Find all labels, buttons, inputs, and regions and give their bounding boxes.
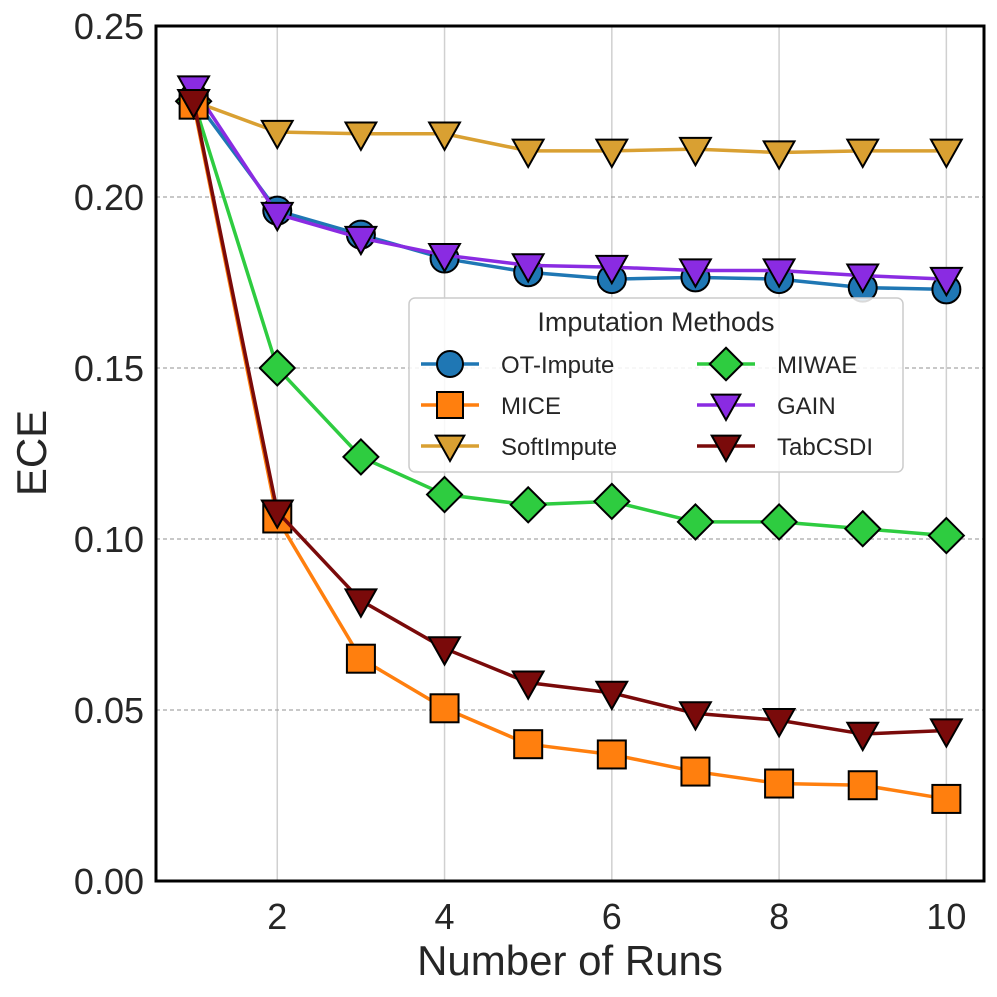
- point-miwae-7: [676, 502, 715, 541]
- series-layer: [174, 75, 966, 814]
- point-gain-4: [427, 242, 462, 274]
- series-line-gain: [192, 86, 947, 281]
- point-miwae-4: [425, 475, 464, 514]
- point-tabcsdi-8: [761, 708, 797, 739]
- legend-entry-softimpute: SoftImpute: [421, 434, 617, 463]
- point-gain-10: [929, 266, 964, 298]
- point-gain-2: [260, 201, 295, 233]
- point-softimpute-2: [260, 119, 295, 151]
- point-miwae-2: [258, 349, 297, 387]
- point-gain-6: [594, 254, 629, 286]
- legend-entry-tabcsdi: TabCSDI: [697, 434, 873, 463]
- legend-entry-gain: GAIN: [697, 393, 836, 422]
- y-tick-label-0.05: 0.05: [74, 690, 144, 731]
- series-line-mice: [191, 104, 947, 801]
- point-softimpute-10: [929, 138, 964, 169]
- point-gain-9: [845, 263, 880, 294]
- point-tabcsdi-10: [929, 718, 964, 749]
- legend-entry-miwae: MIWAE: [697, 346, 857, 382]
- x-axis-label: Number of Runs: [417, 937, 723, 984]
- legend-label-gain: GAIN: [777, 393, 836, 420]
- point-mice-7: [680, 756, 711, 787]
- ticks-layer: 2 4 6 8 10 0.00 0.05 0.10 0.15 0.20 0.25: [74, 6, 966, 937]
- y-tick-label-0.10: 0.10: [74, 519, 144, 560]
- legend-label-softimpute: SoftImpute: [501, 434, 617, 461]
- point-tabcsdi-7: [678, 701, 713, 732]
- legend-marker-ot-impute: [436, 350, 464, 378]
- point-gain-3: [343, 225, 379, 257]
- point-miwae-5: [509, 485, 548, 524]
- point-mice-6: [596, 739, 627, 770]
- x-tick-label-10: 10: [926, 896, 966, 937]
- point-tabcsdi-4: [427, 636, 462, 667]
- point-gain-8: [761, 258, 797, 289]
- point-tabcsdi-3: [343, 588, 379, 619]
- point-tabcsdi-6: [594, 680, 629, 712]
- y-tick-label-0.15: 0.15: [74, 348, 144, 389]
- point-gain-7: [678, 258, 713, 289]
- legend: Imputation Methods OT-Impute MICE SoftImpu…: [408, 297, 904, 473]
- point-miwae-3: [341, 438, 380, 476]
- point-softimpute-5: [511, 138, 546, 169]
- legend-entry-ot-impute: OT-Impute: [421, 350, 614, 379]
- legend-marker-gain: [709, 393, 743, 422]
- point-miwae-6: [592, 482, 631, 521]
- point-mice-4: [429, 693, 460, 724]
- y-tick-label-0.20: 0.20: [74, 177, 144, 218]
- x-tick-label-2: 2: [267, 896, 287, 937]
- point-miwae-8: [760, 502, 799, 541]
- point-miwae-9: [843, 509, 882, 548]
- plot-frame: [154, 24, 986, 883]
- series-line-ot-impute: [192, 96, 947, 292]
- point-mice-10: [931, 783, 962, 814]
- legend-entries: OT-Impute MICE SoftImpute MIWAE GAIN TabCSDI: [421, 346, 873, 463]
- legend-label-miwae: MIWAE: [777, 352, 857, 379]
- x-tick-label-6: 6: [602, 896, 622, 937]
- point-softimpute-9: [845, 138, 880, 169]
- series-mice: [178, 89, 962, 814]
- series-line-miwae: [191, 100, 947, 538]
- legend-marker-tabcsdi: [709, 434, 743, 463]
- legend-label-ot-impute: OT-Impute: [501, 352, 614, 379]
- point-miwae-10: [927, 516, 966, 555]
- point-tabcsdi-5: [511, 670, 546, 701]
- point-mice-3: [345, 643, 376, 674]
- legend-title: Imputation Methods: [537, 307, 774, 337]
- series-softimpute: [176, 89, 964, 171]
- point-mice-5: [513, 729, 544, 760]
- series-gain: [176, 75, 964, 298]
- point-gain-5: [511, 253, 546, 284]
- y-tick-label-0.00: 0.00: [74, 861, 144, 902]
- point-mice-9: [847, 770, 878, 801]
- legend-marker-softimpute: [433, 434, 467, 463]
- legend-label-mice: MICE: [501, 393, 561, 420]
- series-ot-impute: [178, 82, 962, 305]
- legend-marker-miwae: [708, 346, 744, 382]
- legend-box: [408, 297, 904, 473]
- series-tabcsdi: [176, 89, 964, 753]
- legend-entry-mice: MICE: [421, 391, 561, 420]
- legend-label-tabcsdi: TabCSDI: [777, 434, 873, 461]
- point-tabcsdi-9: [845, 721, 880, 753]
- point-softimpute-7: [678, 136, 713, 168]
- series-line-tabcsdi: [191, 100, 947, 736]
- point-mice-8: [764, 768, 795, 799]
- y-tick-label-0.25: 0.25: [74, 6, 144, 47]
- point-tabcsdi-1: [176, 89, 211, 120]
- point-tabcsdi-2: [260, 499, 295, 530]
- point-softimpute-8: [761, 140, 797, 171]
- point-softimpute-6: [594, 138, 629, 169]
- legend-marker-mice: [436, 391, 464, 419]
- point-softimpute-3: [343, 121, 379, 152]
- point-softimpute-4: [427, 121, 462, 152]
- y-axis-label: ECE: [8, 410, 55, 496]
- x-tick-label-4: 4: [435, 896, 455, 937]
- series-line-softimpute: [193, 99, 947, 155]
- x-tick-label-8: 8: [769, 896, 789, 937]
